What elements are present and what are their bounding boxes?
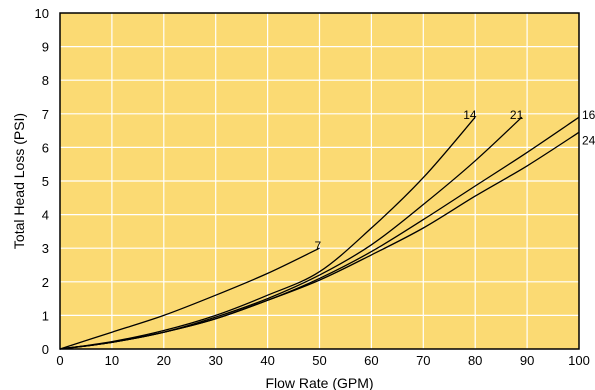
- y-tick-label: 2: [42, 275, 49, 290]
- x-tick-label: 60: [364, 353, 378, 368]
- series-line-7: [59, 247, 320, 350]
- series-line-14: [59, 116, 476, 350]
- grid: [60, 13, 579, 349]
- x-tick-label: 50: [312, 353, 326, 368]
- series-label-16: 16: [582, 108, 595, 122]
- y-axis-label: Total Head Loss (PSI): [11, 113, 27, 249]
- x-tick-label: 40: [260, 353, 274, 368]
- series-group: [59, 116, 580, 350]
- x-tick-label: 30: [208, 353, 222, 368]
- y-tick-label: 7: [42, 107, 49, 122]
- y-tick-label: 6: [42, 140, 49, 155]
- series-label-24: 24: [582, 133, 595, 147]
- x-axis-ticks: 0 10 20 30 40 50 60 70 80 90 100: [56, 353, 589, 368]
- x-tick-label: 70: [416, 353, 430, 368]
- plot-border: [59, 12, 580, 350]
- x-tick-label: 20: [157, 353, 171, 368]
- series-label-7: 7: [315, 239, 322, 253]
- x-axis-label: Flow Rate (GPM): [265, 375, 373, 390]
- y-tick-label: 0: [42, 342, 49, 357]
- x-tick-label: 0: [56, 353, 63, 368]
- y-tick-label: 5: [42, 174, 49, 189]
- y-tick-label: 10: [35, 6, 49, 21]
- y-tick-label: 1: [42, 308, 49, 323]
- y-tick-label: 4: [42, 208, 49, 223]
- series-label-14: 14: [463, 108, 477, 122]
- series-line-24: [59, 131, 580, 350]
- y-axis-ticks: 0 1 2 3 4 5 6 7 8 9 10: [35, 6, 49, 357]
- curve-labels: 7 14 21 16 24: [315, 108, 595, 253]
- y-tick-label: 9: [42, 40, 49, 55]
- y-tick-label: 8: [42, 73, 49, 88]
- y-tick-label: 3: [42, 241, 49, 256]
- x-tick-label: 100: [568, 353, 590, 368]
- series-label-21: 21: [510, 108, 524, 122]
- x-tick-label: 90: [520, 353, 534, 368]
- x-tick-label: 80: [468, 353, 482, 368]
- x-tick-label: 10: [105, 353, 119, 368]
